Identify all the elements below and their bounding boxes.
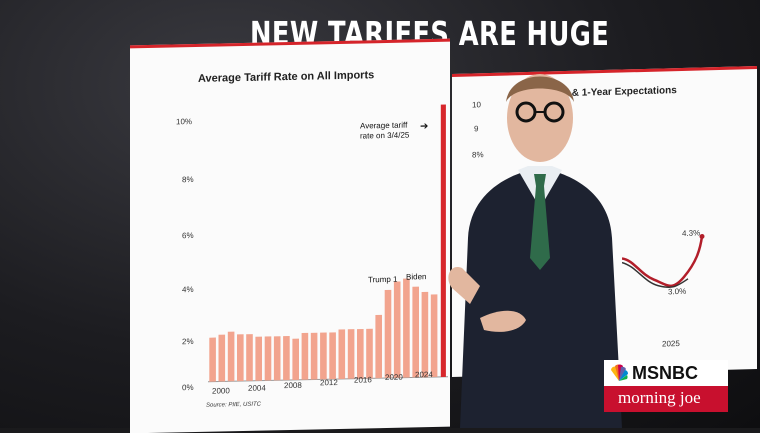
bar-2004 xyxy=(246,334,253,381)
bar-2022 xyxy=(412,286,419,378)
morning-joe-bar: morning joe xyxy=(604,386,728,412)
bar-2019 xyxy=(384,289,392,379)
bar-2002 xyxy=(227,331,235,382)
y-tick: 0% xyxy=(182,383,194,393)
chart-source: Source: PIIE, USITC xyxy=(206,401,262,409)
msnbc-wordmark: MSNBC xyxy=(632,363,698,383)
right-chart-screen: ion & 1-Year Expectations 10 9 8% 4.3% 3… xyxy=(452,66,757,377)
bar-2015 xyxy=(347,329,355,379)
bar-chart xyxy=(208,104,448,383)
x-tick: 2016 xyxy=(354,375,372,385)
bar-2003 xyxy=(237,334,244,382)
network-logo: MSNBC morning joe xyxy=(604,360,728,412)
y-tick: 10% xyxy=(176,117,193,127)
bar-2017 xyxy=(366,328,373,379)
bar-2009 xyxy=(292,338,300,381)
left-chart-screen: Average Tariff Rate on All Imports 10% 8… xyxy=(130,38,450,433)
trump-label: Trump 1 xyxy=(368,274,398,285)
x-tick: 2000 xyxy=(212,386,230,396)
y-tick: 4% xyxy=(182,285,194,295)
bar-2005 xyxy=(255,336,263,381)
bar-2020 xyxy=(393,281,401,378)
x-tick: 2008 xyxy=(284,380,302,391)
x-tick: 2025 xyxy=(662,339,680,349)
x-tick: 2004 xyxy=(248,383,266,393)
presenter xyxy=(448,74,622,428)
y-tick: 2% xyxy=(182,337,194,347)
arrow-right-icon: ➔ xyxy=(420,121,429,133)
bar-2000 xyxy=(209,337,216,382)
bar-2016 xyxy=(357,328,364,379)
bar-2012 xyxy=(320,332,327,380)
left-chart-title: Average Tariff Rate on All Imports xyxy=(198,69,375,85)
x-tick: 2020 xyxy=(385,372,403,383)
bar-3/4/25 xyxy=(440,104,446,377)
bar-2014 xyxy=(338,329,346,379)
y-tick: 6% xyxy=(182,231,194,241)
bar-2001 xyxy=(218,334,226,382)
expectation-line xyxy=(622,233,705,288)
morning-joe-wordmark: morning joe xyxy=(618,388,701,407)
bar-2010 xyxy=(301,332,309,380)
bar-2007 xyxy=(273,336,281,381)
bar-2021 xyxy=(403,278,410,378)
bar-2023 xyxy=(421,291,429,378)
bar-2018 xyxy=(375,314,382,379)
annotation-line2: rate on 3/4/25 xyxy=(360,130,410,141)
bar-2008 xyxy=(283,336,290,381)
peacock-icon xyxy=(611,364,629,381)
bar-2006 xyxy=(264,336,272,381)
x-tick: 2024 xyxy=(415,370,433,380)
bar-2011 xyxy=(310,332,318,380)
y-tick: 8% xyxy=(182,175,194,185)
bar-2013 xyxy=(329,332,336,380)
msnbc-bar: MSNBC xyxy=(604,360,728,386)
x-tick: 2012 xyxy=(320,377,338,388)
bar-2024 xyxy=(430,294,438,378)
biden-label: Biden xyxy=(406,272,427,282)
